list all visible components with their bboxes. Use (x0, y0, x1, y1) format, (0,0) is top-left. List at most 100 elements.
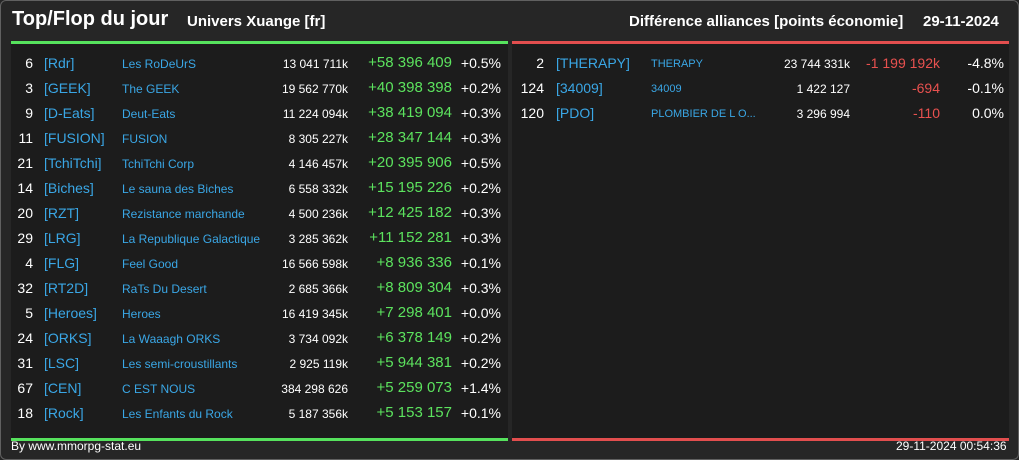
top-row: 6 [Rdr] Les RoDeUrS 13 041 711k +58 396 409 +… (11, 51, 508, 76)
points-cell: 2 685 366k (288, 282, 348, 296)
points-cell: 8 305 227k (288, 132, 348, 146)
alliance-name-link[interactable]: RaTs Du Desert (122, 282, 207, 296)
rank-cell: 120 (520, 105, 544, 121)
alliance-tag-link[interactable]: [RT2D] (44, 280, 89, 296)
percent-cell: +0.3% (460, 230, 501, 246)
percent-cell: +0.3% (460, 130, 501, 146)
rank-cell: 20 (17, 205, 33, 221)
alliance-tag-link[interactable]: [D-Eats] (44, 105, 95, 121)
diff-cell: +8 936 336 (376, 254, 453, 271)
points-cell: 2 925 119k (289, 357, 349, 371)
alliance-name-link[interactable]: La Republique Galactique (122, 232, 261, 246)
alliance-name-link[interactable]: Le sauna des Biches (122, 182, 234, 196)
top-row: 5 [Heroes] Heroes 16 419 345k +7 298 401 +0.0… (11, 301, 508, 326)
percent-cell: 0.0% (972, 105, 1004, 121)
rank-cell: 18 (17, 405, 33, 421)
points-cell: 16 566 598k (281, 257, 348, 271)
percent-cell: +0.3% (460, 105, 501, 121)
alliance-name-link[interactable]: Les Enfants du Rock (122, 407, 233, 421)
top-row: 32 [RT2D] RaTs Du Desert 2 685 366k +8 809 3… (11, 276, 508, 301)
alliance-tag-link[interactable]: [Biches] (44, 180, 94, 196)
alliance-tag-link[interactable]: [PDO] (556, 105, 595, 121)
points-cell: 19 562 770k (281, 82, 348, 96)
diff-cell: +20 395 906 (368, 154, 452, 171)
rank-cell: 14 (17, 180, 33, 196)
flop-row: 120 [PDO] PLOMBIER DE L O... 3 296 994 -110 0… (512, 101, 1009, 126)
alliance-tag-link[interactable]: [34009] (556, 80, 603, 96)
alliance-name-link[interactable]: TchiTchi Corp (122, 157, 195, 171)
alliance-tag-link[interactable]: [FUSION] (44, 130, 105, 146)
alliance-tag-link[interactable]: [ORKS] (44, 330, 92, 346)
universe-label: Univers Xuange [fr] (187, 13, 326, 30)
top-row: 9 [D-Eats] Deut-Eats 11 224 094k +38 419 094… (11, 101, 508, 126)
rank-cell: 31 (17, 355, 33, 371)
alliance-name-link[interactable]: 34009 (651, 83, 682, 95)
flop-row: 124 [34009] 34009 1 422 127 -694 -0.1% (512, 76, 1009, 101)
page-title: Top/Flop du jour (12, 8, 169, 30)
rank-cell: 24 (17, 330, 33, 346)
alliance-name-link[interactable]: C EST NOUS (122, 382, 196, 396)
top-row: 4 [FLG] Feel Good 16 566 598k +8 936 336 +0.1… (11, 251, 508, 276)
points-cell: 3 296 994 (796, 107, 850, 121)
rank-cell: 4 (25, 255, 33, 271)
diff-cell: +38 419 094 (368, 104, 452, 121)
alliance-name-link[interactable]: Rezistance marchande (122, 207, 245, 221)
diff-cell: +8 809 304 (376, 279, 453, 296)
rank-cell: 6 (25, 55, 33, 71)
rank-cell: 67 (17, 380, 33, 396)
alliance-tag-link[interactable]: [CEN] (44, 380, 82, 396)
top-row: 24 [ORKS] La Waaagh ORKS 3 734 092k +6 378 1… (11, 326, 508, 351)
alliance-tag-link[interactable]: [Rock] (44, 405, 84, 421)
rank-cell: 32 (17, 280, 33, 296)
percent-cell: +0.0% (460, 305, 501, 321)
header: Top/Flop du jour Univers Xuange [fr] Dif… (1, 1, 1018, 41)
alliance-tag-link[interactable]: [FLG] (44, 255, 80, 271)
alliance-tag-link[interactable]: [RZT] (44, 205, 79, 221)
alliance-name-link[interactable]: Deut-Eats (122, 107, 176, 121)
alliance-tag-link[interactable]: [LRG] (44, 230, 81, 246)
alliance-name-link[interactable]: Heroes (122, 307, 161, 321)
alliance-name-link[interactable]: Les semi-croustillants (122, 357, 238, 371)
ranking-title: Différence alliances [points économie] (629, 13, 904, 30)
alliance-name-link[interactable]: La Waaagh ORKS (122, 332, 221, 346)
top-row: 29 [LRG] La Republique Galactique 3 285 362… (11, 226, 508, 251)
alliance-tag-link[interactable]: [THERAPY] (556, 55, 630, 71)
alliance-name-link[interactable]: FUSION (122, 132, 168, 146)
diff-cell: +40 398 398 (368, 79, 452, 96)
diff-cell: -1 199 192k (866, 55, 940, 71)
diff-cell: +12 425 182 (368, 204, 452, 221)
points-cell: 23 744 331k (783, 57, 850, 71)
alliance-name-link[interactable]: Les RoDeUrS (122, 57, 197, 71)
percent-cell: +0.3% (460, 205, 501, 221)
points-cell: 16 419 345k (281, 307, 348, 321)
percent-cell: +0.3% (460, 280, 501, 296)
flop-panel: 2 [THERAPY] THERAPY 23 744 331k -1 199 192k -… (512, 41, 1009, 441)
alliance-tag-link[interactable]: [Rdr] (44, 55, 75, 71)
diff-cell: -110 (913, 105, 940, 121)
alliance-name-link[interactable]: Feel Good (122, 257, 179, 271)
percent-cell: -0.1% (967, 80, 1004, 96)
percent-cell: +0.5% (460, 55, 501, 71)
top-row: 18 [Rock] Les Enfants du Rock 5 187 356k +5 … (11, 401, 508, 426)
top-row: 11 [FUSION] FUSION 8 305 227k +28 347 144 +0.… (11, 126, 508, 151)
percent-cell: +0.1% (460, 255, 501, 271)
points-cell: 11 224 094k (282, 107, 348, 121)
alliance-tag-link[interactable]: [LSC] (44, 355, 80, 371)
top-row: 3 [GEEK] The GEEK 19 562 770k +40 398 398 +0.… (11, 76, 508, 101)
points-cell: 4 500 236k (288, 207, 348, 221)
diff-cell: +28 347 144 (368, 129, 452, 146)
percent-cell: +1.4% (460, 380, 501, 396)
alliance-tag-link[interactable]: [TchiTchi] (44, 155, 102, 171)
diff-cell: +5 944 381 (376, 354, 453, 371)
top-panel: 6 [Rdr] Les RoDeUrS 13 041 711k +58 396 409 +… (11, 41, 508, 441)
top-row: 67 [CEN] C EST NOUS 384 298 626 +5 259 073 +1… (11, 376, 508, 401)
alliance-tag-link[interactable]: [GEEK] (44, 80, 91, 96)
alliance-name-link[interactable]: THERAPY (651, 58, 703, 70)
alliance-name-link[interactable]: PLOMBIER DE L O... (651, 108, 756, 120)
alliance-name-link[interactable]: The GEEK (122, 82, 180, 96)
credit-link[interactable]: By www.mmorpg-stat.eu (11, 439, 142, 453)
alliance-tag-link[interactable]: [Heroes] (44, 305, 97, 321)
date-label: 29-11-2024 (923, 13, 999, 30)
rank-cell: 2 (536, 55, 544, 71)
